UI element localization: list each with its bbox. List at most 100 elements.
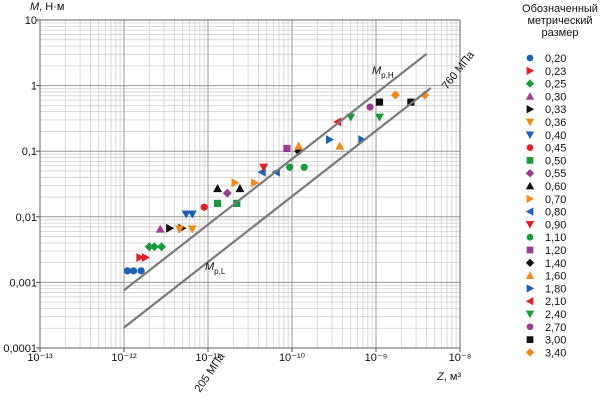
plot-border (39, 19, 461, 349)
legend-label: 0,70 (545, 194, 566, 206)
legend-label: 3,00 (545, 335, 566, 347)
data-point (213, 184, 223, 193)
data-point (259, 163, 269, 172)
annotation: Mр,Н (372, 65, 394, 80)
data-point (222, 188, 232, 198)
x-tick-label: 10⁻¹³ (27, 352, 53, 364)
strength-line (123, 53, 428, 292)
legend-label: 0,30 (545, 91, 566, 103)
data-point (149, 242, 159, 252)
legend-marker (526, 54, 534, 62)
data-point (213, 199, 222, 208)
legend-marker (525, 131, 535, 139)
legend-label: 0,23 (545, 66, 566, 78)
legend-marker (525, 221, 535, 229)
data-point (407, 98, 415, 106)
legend-label: 0,20 (545, 53, 566, 65)
data-point (333, 117, 342, 127)
legend-label: 1,10 (545, 232, 566, 244)
x-axis-symbol: Z (436, 371, 445, 383)
strength-line (123, 87, 432, 329)
data-point (144, 242, 154, 252)
data-point (235, 184, 245, 193)
y-tick-label: 0,001 (9, 277, 37, 289)
x-tick-label: 10⁻¹⁰ (279, 352, 306, 364)
annotation-text: M (372, 65, 382, 77)
data-point (251, 178, 260, 188)
legend-label: 0,45 (545, 143, 566, 155)
legend-marker (526, 144, 534, 151)
data-point (283, 144, 291, 153)
y-tick-label: 10 (25, 15, 37, 27)
legend-label: 0,90 (545, 219, 566, 231)
legend-marker (525, 181, 535, 190)
legend-marker (526, 194, 535, 203)
data-point (187, 210, 197, 219)
data-point (136, 252, 145, 262)
x-axis-label: Z, м³ (436, 371, 461, 383)
x-tick-label: 10⁻¹² (111, 352, 137, 364)
legend-marker (526, 66, 535, 75)
data-point (175, 225, 185, 234)
legend-marker (525, 169, 535, 178)
data-point (286, 163, 294, 171)
data-point (155, 224, 165, 233)
data-point (123, 267, 132, 275)
legend-label: 0,33 (545, 104, 566, 116)
legend-label: 3,40 (545, 347, 566, 359)
legend-title: метрический (527, 15, 592, 27)
legend-marker (526, 246, 534, 254)
data-point (157, 242, 167, 252)
legend-marker (525, 258, 535, 267)
legend-marker (525, 92, 535, 100)
legend-label: 2,40 (545, 309, 566, 321)
legend-title: Обозначенный (522, 3, 598, 15)
data-point (390, 90, 400, 100)
data-point (325, 135, 335, 145)
legend-label: 2,70 (545, 322, 566, 334)
legend-label: 1,80 (545, 283, 566, 295)
y-axis-symbol: M (30, 1, 40, 13)
legend-marker (526, 323, 534, 331)
x-axis-unit: , м³ (444, 371, 462, 383)
legend-label: 0,80 (545, 207, 566, 219)
legend-label: 0,50 (545, 155, 566, 167)
data-point (137, 267, 145, 275)
x-tick-label: 10⁻⁸ (449, 352, 472, 364)
legend-marker (526, 233, 534, 241)
data-point (231, 178, 240, 188)
data-point (166, 223, 175, 233)
legend-marker (525, 79, 535, 88)
legend-label: 0,36 (545, 117, 566, 129)
legend-label: 2,10 (545, 296, 566, 308)
legend-label: 1,40 (545, 258, 566, 270)
annotation-sub: р,Н (381, 71, 394, 80)
y-tick-label: 0,1 (22, 146, 37, 158)
legend-marker (526, 336, 534, 343)
legend-marker (525, 348, 535, 357)
x-tick-label: 10⁻⁹ (365, 352, 388, 364)
y-tick-label: 0,01 (16, 212, 37, 224)
data-point (366, 103, 374, 111)
legend-label: 1,20 (545, 245, 566, 257)
legend-label: 0,60 (545, 181, 566, 193)
data-point (129, 267, 138, 275)
annotation: Mр,L (205, 261, 226, 276)
legend-label: 1,60 (545, 271, 566, 283)
data-point (420, 90, 430, 100)
data-point (187, 225, 197, 234)
data-point (375, 98, 384, 106)
data-point (335, 141, 345, 150)
legend-marker (526, 284, 535, 293)
legend-marker (526, 157, 534, 164)
legend-marker (525, 297, 534, 306)
y-axis-unit: , Н·м (39, 1, 64, 13)
data-point (141, 252, 150, 262)
legend-title: размер (542, 27, 579, 39)
data-point (294, 141, 304, 150)
legend-marker (525, 310, 535, 319)
data-point (300, 163, 308, 171)
x-tick-label: 10⁻¹¹ (195, 352, 221, 364)
data-point (181, 210, 191, 219)
